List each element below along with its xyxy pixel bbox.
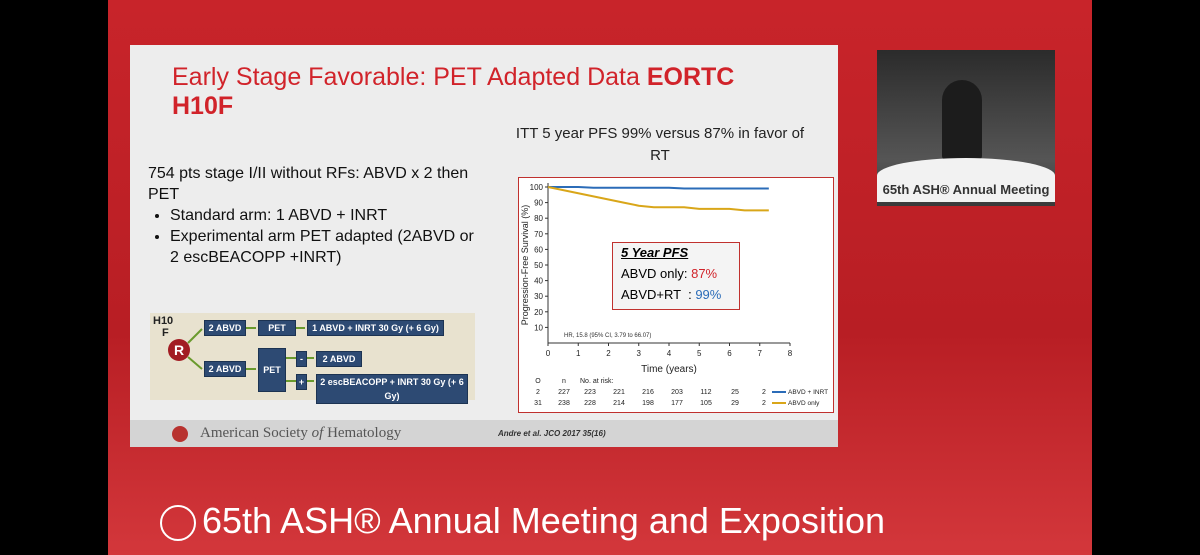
risk-cell: 238: [558, 400, 570, 407]
pfs-box: 5 Year PFS ABVD only: 87% ABVD+RT : 99%: [612, 242, 740, 310]
title-text: Early Stage Favorable: PET Adapted Data: [172, 63, 647, 91]
risk-cell: 203: [671, 389, 683, 396]
risk-cell: 227: [558, 389, 570, 396]
survival-curve: [548, 186, 769, 190]
risk-cell: 112: [700, 389, 711, 396]
risk-cell: 228: [584, 400, 596, 407]
risk-cell: 29: [731, 400, 739, 407]
risk-cell: 221: [613, 389, 625, 396]
trial-label: H10: [153, 315, 174, 327]
org-name: American Society of Hematology: [200, 425, 401, 442]
risk-cell: 2: [536, 389, 540, 396]
y-axis-label: Progression-Free Survival (%): [520, 205, 530, 326]
y-tick-label: 30: [534, 292, 543, 301]
risk-cell: 105: [700, 400, 712, 407]
x-tick-label: 6: [727, 349, 732, 358]
step-box: 2 ABVD: [204, 361, 246, 377]
step-box: -: [296, 351, 307, 367]
x-axis-label: Time (years): [641, 364, 697, 375]
letterbox-right: [1092, 0, 1200, 555]
pfs-heading: 5 Year PFS: [621, 245, 689, 260]
x-tick-label: 0: [546, 349, 551, 358]
bullet: Standard arm: 1 ABVD + INRT: [170, 205, 483, 226]
arm-label: F: [162, 327, 169, 339]
y-tick-label: 40: [534, 277, 543, 286]
step-box: PET: [258, 348, 286, 392]
title-bold: EORTC H10F: [172, 63, 735, 120]
step-box: +: [296, 374, 307, 390]
x-tick-label: 4: [667, 349, 672, 358]
speaker-video: 65th ASH® Annual Meeting: [877, 50, 1055, 206]
risk-cell: 2: [762, 400, 766, 407]
x-tick-label: 7: [758, 349, 763, 358]
podium-banner: 65th ASH® Annual Meeting: [882, 182, 1050, 197]
slide-body: 754 pts stage I/II without RFs: ABVD x 2…: [148, 163, 483, 268]
slide-title: Early Stage Favorable: PET Adapted Data …: [172, 63, 792, 121]
risk-cell: 31: [534, 400, 542, 407]
org-text: Hematology: [323, 425, 402, 441]
speaker: [942, 80, 982, 160]
y-tick-label: 50: [534, 261, 543, 270]
pfs-value: 99%: [695, 287, 722, 302]
org-text: of: [311, 425, 324, 441]
x-tick-label: 5: [697, 349, 702, 358]
risk-header: O: [535, 378, 541, 385]
y-tick-label: 70: [534, 230, 543, 239]
podium: [877, 158, 1055, 202]
ash-logo: [160, 505, 196, 541]
y-tick-label: 10: [534, 323, 543, 332]
legend-label: ABVD only: [788, 400, 820, 407]
org-text: American Society: [200, 425, 312, 441]
risk-header: No. at risk:: [580, 378, 614, 385]
pfs-label: ABVD+RT :: [621, 287, 696, 302]
y-tick-label: 80: [534, 214, 543, 223]
risk-cell: 177: [671, 400, 683, 407]
pfs-row: ABVD only: 87%: [621, 266, 731, 281]
step-box: 2 escBEACOPP + INRT 30 Gy (+ 6 Gy): [316, 374, 468, 404]
randomize-node: R: [168, 339, 190, 361]
annotation: HR, 15.8 (95% CI, 3.79 to 66.07): [564, 333, 651, 339]
risk-cell: 198: [642, 400, 654, 407]
letterbox-left: [0, 0, 108, 555]
risk-cell: 216: [642, 389, 654, 396]
km-chart: 10 20 30 40 50 60 70 80 90 100 0 1 2 3 4 5 6 7 8 Time (year…: [518, 177, 834, 413]
pfs-row: ABVD+RT : 99%: [621, 287, 731, 302]
x-tick-label: 2: [606, 349, 611, 358]
citation: Andre et al. JCO 2017 35(16): [498, 429, 606, 438]
step-box: 2 ABVD: [316, 351, 362, 367]
chart-frame: [518, 177, 834, 413]
x-tick-label: 3: [637, 349, 642, 358]
bottom-banner: 65th ASH® Annual Meeting and Exposition: [202, 500, 885, 541]
risk-cell: 223: [584, 389, 596, 396]
survival-curve: [547, 186, 769, 212]
chart-heading: ITT 5 year PFS 99% versus 87% in favor o…: [515, 125, 805, 164]
step-box: 2 ABVD: [204, 320, 246, 336]
step-box: 1 ABVD + INRT 30 Gy (+ 6 Gy): [307, 320, 444, 336]
org-logo: [172, 426, 188, 442]
intro: 754 pts stage I/II without RFs: ABVD x 2…: [148, 165, 469, 203]
y-tick-label: 90: [534, 199, 543, 208]
y-tick-label: 100: [530, 183, 544, 192]
step-box: PET: [258, 320, 296, 336]
pfs-label: ABVD only:: [621, 266, 692, 281]
y-tick-label: 20: [534, 308, 543, 317]
x-tick-label: 8: [788, 349, 793, 358]
y-tick-label: 60: [534, 245, 543, 254]
arrows: [187, 327, 314, 382]
bullet: Experimental arm PET adapted (2ABVD or 2…: [170, 226, 483, 268]
x-tick-label: 1: [576, 349, 581, 358]
pfs-value: 87%: [691, 266, 718, 281]
legend-label: ABVD + INRT: [788, 389, 828, 396]
risk-cell: 214: [613, 400, 625, 407]
bullets: Standard arm: 1 ABVD + INRT Experimental…: [148, 205, 483, 268]
risk-header: n: [562, 378, 566, 385]
risk-cell: 25: [731, 389, 739, 396]
trial-diagram: H10 F R 2 ABVD PET 1 ABVD + INRT 30 Gy (…: [150, 313, 475, 404]
risk-cell: 2: [762, 389, 766, 396]
slide-footer: American Society of Hematology Andre et …: [130, 420, 838, 447]
